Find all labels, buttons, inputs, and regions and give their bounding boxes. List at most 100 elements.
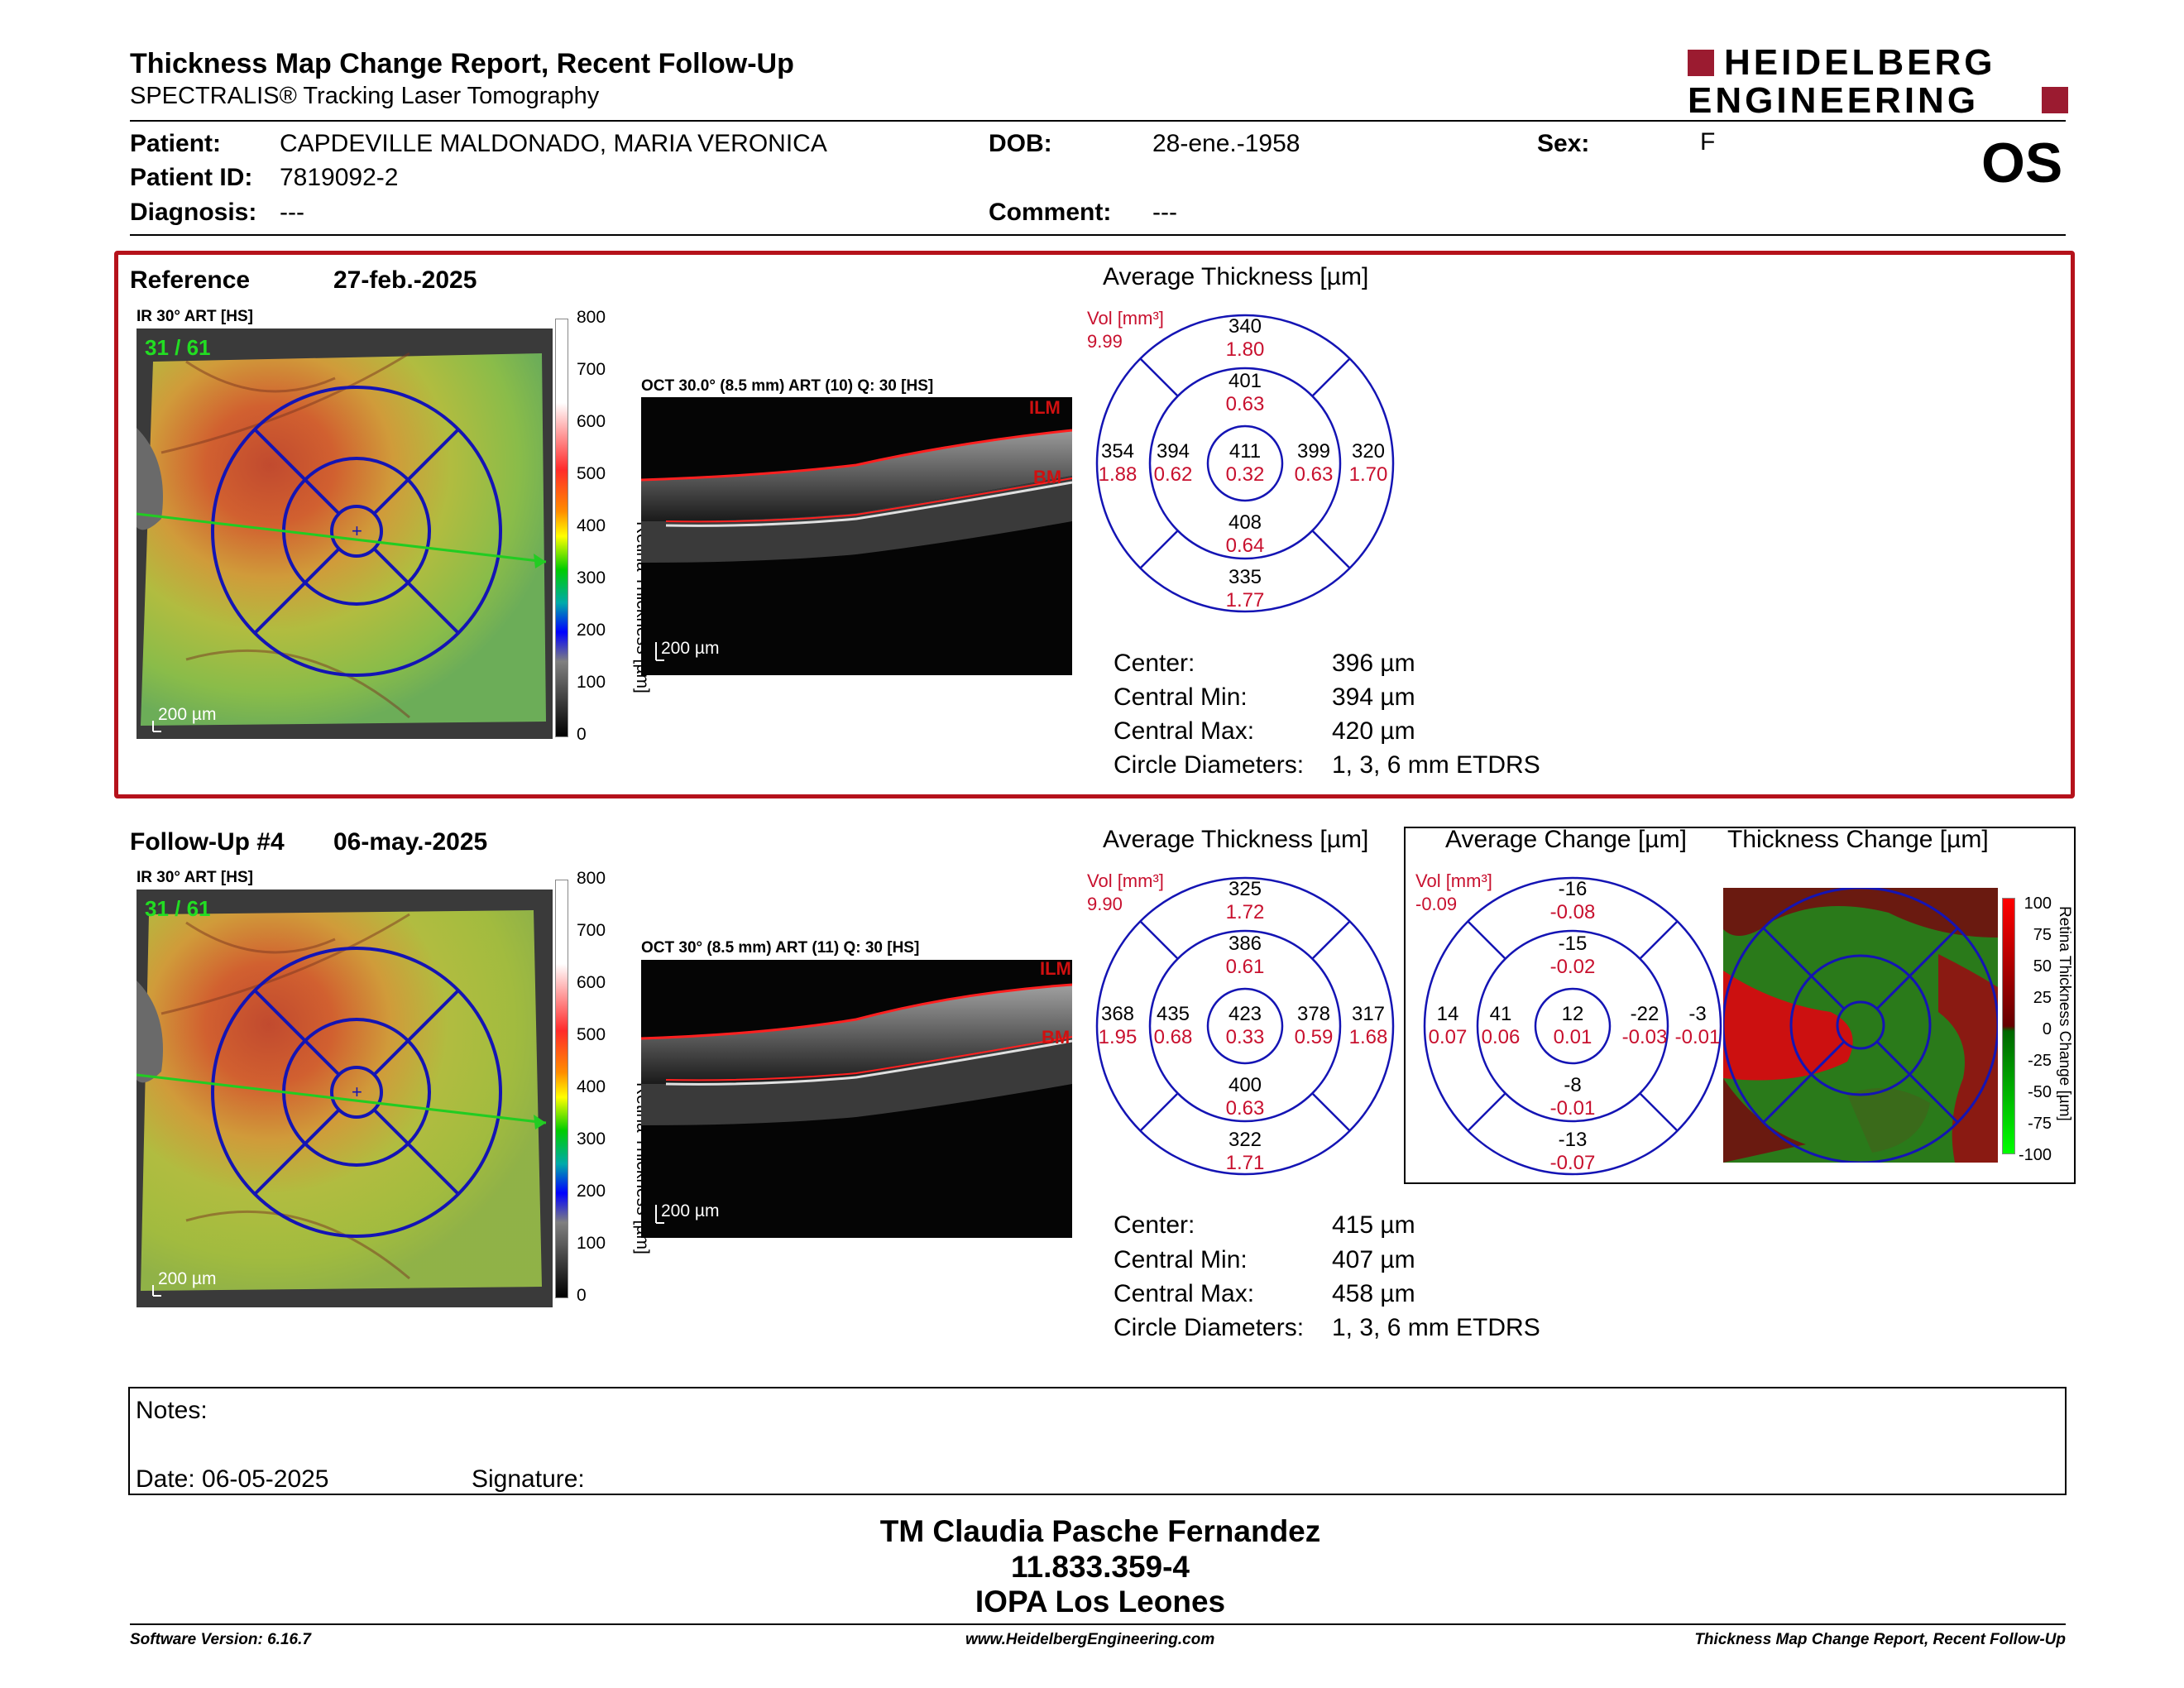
fu-fundus-thickness-map: + [136, 890, 553, 1307]
change-etdrs-grid [1423, 876, 1722, 1176]
reference-panel [114, 251, 2075, 798]
diagnosis-label: Diagnosis: [130, 199, 257, 226]
ref-avg-thickness-title: Average Thickness [µm] [1103, 263, 1369, 290]
fu-center-label: Center: [1114, 1211, 1195, 1239]
ref-oct-label: OCT 30.0° (8.5 mm) ART (10) Q: 30 [HS] [641, 377, 934, 395]
ref-bm-label: BM [1033, 467, 1062, 487]
sex-label: Sex: [1537, 130, 1590, 157]
ref-sector-center: 411 0.32 [1225, 440, 1265, 486]
fu-cmax-value: 458 µm [1332, 1280, 1415, 1307]
ref-fundus-thickness-map: + [136, 328, 553, 739]
fu-sector-inner-right: 378 0.59 [1294, 1003, 1334, 1048]
ref-circle-value: 1, 3, 6 mm ETDRS [1332, 751, 1540, 779]
ref-scale-800: 800 [577, 308, 606, 327]
ref-circle-label: Circle Diameters: [1114, 751, 1305, 779]
change-tick-25: 25 [2033, 989, 2052, 1007]
signature-place: IOPA Los Leones [975, 1585, 1226, 1618]
diagnosis-value: --- [280, 199, 304, 226]
ref-scale-300: 300 [577, 568, 606, 587]
fu-scale-0: 0 [577, 1286, 587, 1305]
change-panel [1404, 827, 2076, 1184]
ref-scale-500: 500 [577, 464, 606, 483]
fu-oct-label: OCT 30° (8.5 mm) ART (11) Q: 30 [HS] [641, 939, 920, 957]
fu-oct-scan [641, 983, 1072, 1224]
ref-sector-inner-top: 401 0.63 [1225, 370, 1265, 415]
change-scale-ticks: 100 75 50 25 0 -25 -50 -75 -100 [2019, 888, 2052, 1171]
fu-etdrs-grid [1095, 876, 1395, 1176]
change-sector-inner-bottom: -8 -0.01 [1549, 1074, 1596, 1120]
report-title: Thickness Map Change Report, Recent Foll… [130, 48, 794, 79]
ref-scale-100: 100 [577, 673, 606, 692]
footer-divider [130, 1623, 2066, 1625]
fu-bm-label: BM [1042, 1027, 1070, 1048]
fu-scale-700: 700 [577, 921, 606, 940]
ref-vol-value: 9.99 [1087, 331, 1123, 352]
change-sector-inner-right: -22 -0.03 [1621, 1003, 1668, 1048]
fu-cmin-label: Central Min: [1114, 1246, 1248, 1273]
eye-label: OS [1981, 132, 2063, 194]
fu-sector-inner-top: 386 0.61 [1225, 933, 1265, 978]
fu-vol-value: 9.90 [1087, 894, 1123, 914]
change-vol-label: Vol [mm³] [1415, 870, 1492, 891]
change-tick-75: 75 [2033, 926, 2052, 944]
fu-ilm-label: ILM [1040, 960, 1071, 979]
notes-signature-label: Signature: [472, 1465, 585, 1493]
ref-scale-200: 200 [577, 621, 606, 640]
logo-square-bottom [2042, 87, 2068, 113]
fu-ir-image[interactable]: + 31 / 61 200 µm [136, 890, 553, 1307]
ref-scale-700: 700 [577, 360, 606, 379]
fu-oct-scale: 200 µm [661, 1201, 720, 1220]
ref-vol-label: Vol [mm³] [1087, 308, 1164, 328]
ref-scale-600: 600 [577, 412, 606, 431]
comment-value: --- [1152, 199, 1177, 226]
reference-date: 27-feb.-2025 [333, 266, 477, 294]
patient-name: CAPDEVILLE MALDONADO, MARIA VERONICA [280, 130, 827, 157]
change-tick-50: 50 [2033, 957, 2052, 976]
patient-label: Patient: [130, 130, 222, 157]
change-avg-title: Average Change [µm] [1445, 826, 1687, 853]
change-sector-outer-top: -16 -0.08 [1549, 878, 1596, 923]
fu-cmin-value: 407 µm [1332, 1246, 1415, 1273]
dob-label: DOB: [989, 130, 1052, 157]
fu-oct-image[interactable]: ILM BM 200 µm [641, 960, 1072, 1238]
ref-ir-image[interactable]: + 31 / 61 200 µm [136, 328, 553, 739]
ref-cmax-value: 420 µm [1332, 717, 1415, 745]
dob-value: 28-ene.-1958 [1152, 130, 1300, 157]
notes-date: Date: 06-05-2025 [136, 1465, 329, 1493]
fu-sector-inner-bottom: 400 0.63 [1225, 1074, 1265, 1120]
ref-thickness-colorbar [555, 319, 568, 737]
ref-cmin-value: 394 µm [1332, 683, 1415, 711]
comment-label: Comment: [989, 199, 1112, 226]
footer-report-name: Thickness Map Change Report, Recent Foll… [1694, 1631, 2066, 1648]
patient-id-label: Patient ID: [130, 164, 253, 191]
fu-sector-outer-right: 317 1.68 [1348, 1003, 1388, 1048]
change-sector-inner-top: -15 -0.02 [1549, 933, 1596, 978]
fu-vol-label: Vol [mm³] [1087, 870, 1164, 891]
svg-text:+: + [352, 1081, 362, 1102]
ref-oct-image[interactable]: ILM BM 200 µm [641, 397, 1072, 675]
followup-label: Follow-Up #4 [130, 828, 285, 856]
fu-scale-600: 600 [577, 973, 606, 992]
fu-ir-scale: 200 µm [158, 1269, 217, 1288]
thickness-change-map[interactable] [1723, 888, 1998, 1163]
notes-box[interactable] [128, 1387, 2067, 1495]
change-tick-m100: -100 [2019, 1146, 2052, 1164]
patient-id: 7819092-2 [280, 164, 399, 191]
fu-scale-100: 100 [577, 1234, 606, 1253]
patient-divider [130, 234, 2066, 236]
change-tick-m25: -25 [2028, 1052, 2052, 1070]
fu-circle-value: 1, 3, 6 mm ETDRS [1332, 1314, 1540, 1341]
change-tick-m50: -50 [2028, 1083, 2052, 1101]
fu-scale-300: 300 [577, 1129, 606, 1149]
ref-ir-label: IR 30° ART [HS] [136, 308, 253, 325]
signature-id: 11.833.359-4 [1010, 1550, 1190, 1584]
ref-etdrs-grid [1095, 314, 1395, 613]
ref-ir-scale: 200 µm [158, 705, 217, 724]
footer-website[interactable]: www.HeidelbergEngineering.com [965, 1631, 1215, 1648]
change-vol-value: -0.09 [1415, 894, 1458, 914]
fu-scale-400: 400 [577, 1077, 606, 1096]
logo-square-top [1688, 50, 1714, 76]
logo-line1: HEIDELBERG [1724, 42, 1996, 83]
fu-sector-outer-left: 368 1.95 [1098, 1003, 1138, 1048]
change-map-image [1723, 888, 1998, 1163]
